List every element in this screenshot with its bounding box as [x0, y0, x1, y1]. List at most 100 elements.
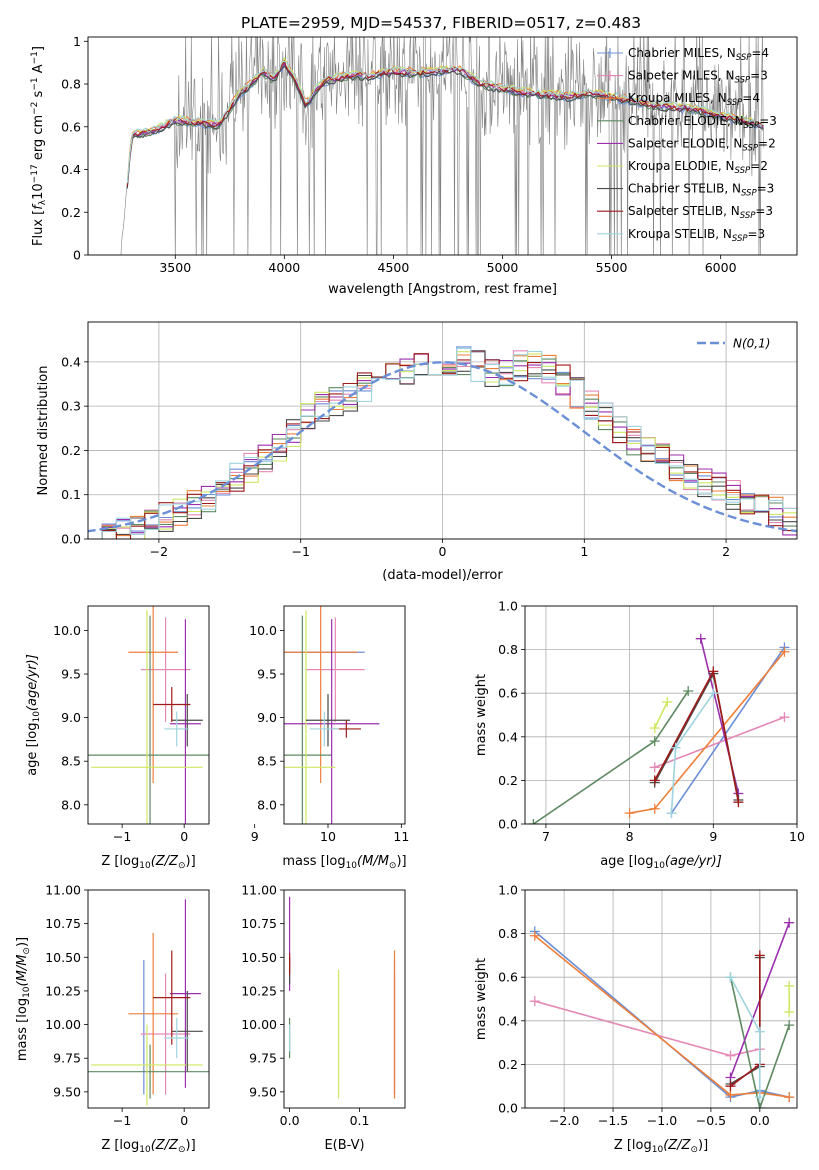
x-tick-label: −0.5 — [696, 1113, 726, 1128]
x-tick-label: 6000 — [705, 260, 737, 275]
weight-point — [725, 1089, 736, 1100]
weight-point — [725, 1081, 736, 1092]
label-part: (Z/Z — [151, 1138, 179, 1153]
axes-frame — [524, 889, 798, 1109]
label-part: 10 — [32, 711, 42, 723]
y-tick-label: 0.2 — [61, 443, 81, 458]
label-part: 10 — [139, 861, 151, 871]
label-part: )] — [15, 937, 30, 947]
label-part: (age/yr)] — [665, 854, 722, 869]
axes-weight-vs-Z: −2.0 −1.5 −1.0 −0.5 0.0 0.0 0.2 0.4 0.6 0.8 1.0 — [498, 883, 798, 1128]
x-axis-label: (data-model)/error — [382, 568, 503, 583]
x-axis-label: mass [log10(M/M⊙)] — [282, 854, 406, 871]
label-part: )] — [698, 1138, 708, 1153]
legend-marker — [605, 93, 615, 104]
axes-frame — [87, 321, 798, 540]
label-part: (Z/Z — [151, 854, 179, 869]
y-tick-label: 8.5 — [61, 754, 81, 769]
x-tick-label: 4000 — [268, 260, 300, 275]
y-tick-label: 9.5 — [61, 667, 81, 682]
label-part: (M/M — [15, 955, 30, 987]
label-part: A — [31, 64, 46, 77]
plot-area — [88, 346, 797, 539]
axes-mass-vs-Z: −1 0 9.50 9.75 10.00 10.25 10.50 10.75 11.00 — [45, 883, 210, 1128]
axes-frame — [87, 889, 210, 1109]
legend-label: Chabrier MILES, NSSP=4 — [628, 46, 769, 63]
label-part: −1 — [30, 77, 40, 90]
label-part: 10 — [346, 861, 358, 871]
y-tick-label: 9.0 — [257, 710, 277, 725]
axes-age-vs-mass: 9 10 11 8.0 8.5 9.0 9.5 10.0 — [249, 605, 409, 844]
weight-point — [754, 950, 765, 961]
y-tick-label: 0.0 — [61, 532, 81, 547]
weight-line — [653, 701, 669, 729]
y-tick-label: 0.6 — [61, 119, 81, 134]
legend-label: Salpeter ELODIE, NSSP=2 — [628, 136, 776, 153]
label-part: mass [log — [15, 998, 30, 1061]
plot-area — [88, 606, 209, 824]
y-tick-label: 0.4 — [498, 729, 518, 744]
y-axis-label: mass weight — [474, 958, 489, 1040]
label-part: Z [log — [101, 854, 139, 869]
weight-line — [629, 651, 786, 814]
y-tick-label: 8.5 — [257, 754, 277, 769]
weight-point — [666, 808, 677, 819]
y-tick-label: 0.0 — [498, 1101, 518, 1116]
weight-point — [784, 1020, 795, 1031]
y-tick-label: 0.6 — [498, 686, 518, 701]
x-tick-label: 0.1 — [350, 1113, 370, 1128]
label-part: )] — [186, 1138, 196, 1153]
residual-histogram — [88, 358, 797, 539]
y-tick-label: 9.0 — [61, 710, 81, 725]
label-part: ⊙ — [178, 861, 186, 871]
weight-point — [529, 996, 540, 1007]
legend-label: Kroupa ELODIE, NSSP=2 — [628, 159, 768, 176]
axes-frame — [87, 605, 210, 825]
x-axis-label: Z [log10(Z/Z⊙)] — [101, 1138, 195, 1155]
weight-point — [529, 930, 540, 941]
weight-point — [649, 775, 660, 786]
x-tick-label: 7 — [542, 829, 550, 844]
x-tick-label: 0.0 — [280, 1113, 300, 1128]
x-tick-label: 0.0 — [750, 1113, 770, 1128]
x-tick-label: −1 — [113, 829, 131, 844]
x-tick-label: −2.0 — [549, 1113, 579, 1128]
y-tick-label: 1.0 — [498, 883, 518, 898]
weight-point — [754, 1026, 765, 1037]
x-axis-label: Z [log10(Z/Z⊙)] — [101, 854, 195, 871]
y-tick-label: 0.0 — [498, 817, 518, 832]
y-tick-label: 0.8 — [498, 642, 518, 657]
label-part: mass [log — [282, 854, 345, 869]
label-part: ⊙ — [22, 947, 32, 955]
y-tick-label: 10.25 — [241, 983, 277, 998]
x-tick-label: 9 — [709, 829, 717, 844]
weight-point — [725, 972, 736, 983]
weight-point — [784, 1007, 795, 1018]
y-tick-label: 10.50 — [241, 950, 277, 965]
y-tick-label: 9.75 — [53, 1051, 81, 1066]
label-part: )] — [186, 854, 196, 869]
weight-line — [534, 1000, 760, 1057]
model-spectrum-line — [126, 60, 764, 184]
y-axis-label: age [log10(age/yr)] — [25, 654, 42, 776]
y-tick-label: 9.50 — [53, 1084, 81, 1099]
axes-weight-vs-age: 7 8 9 10 0.0 0.2 0.4 0.6 0.8 1.0 — [498, 599, 805, 845]
x-tick-label: −1.5 — [598, 1113, 628, 1128]
y-tick-label: 0.4 — [61, 162, 81, 177]
weight-point — [695, 633, 706, 644]
legend-label: Chabrier ELODIE, NSSP=3 — [628, 114, 777, 131]
label-part: ⊙ — [178, 1145, 186, 1155]
x-tick-label: 9 — [251, 829, 259, 844]
y-tick-label: 9.5 — [257, 667, 277, 682]
weight-point — [662, 696, 673, 707]
label-part: s — [31, 90, 46, 101]
label-part: 10 — [652, 1145, 664, 1155]
label-part: ⊙ — [389, 861, 397, 871]
y-tick-label: 11.00 — [45, 883, 81, 898]
weight-line — [534, 935, 790, 1098]
plot-area — [284, 606, 380, 824]
label-part: (age/yr)] — [25, 654, 40, 711]
label-part: Z [log — [614, 1138, 652, 1153]
y-tick-label: 0.1 — [61, 487, 81, 502]
